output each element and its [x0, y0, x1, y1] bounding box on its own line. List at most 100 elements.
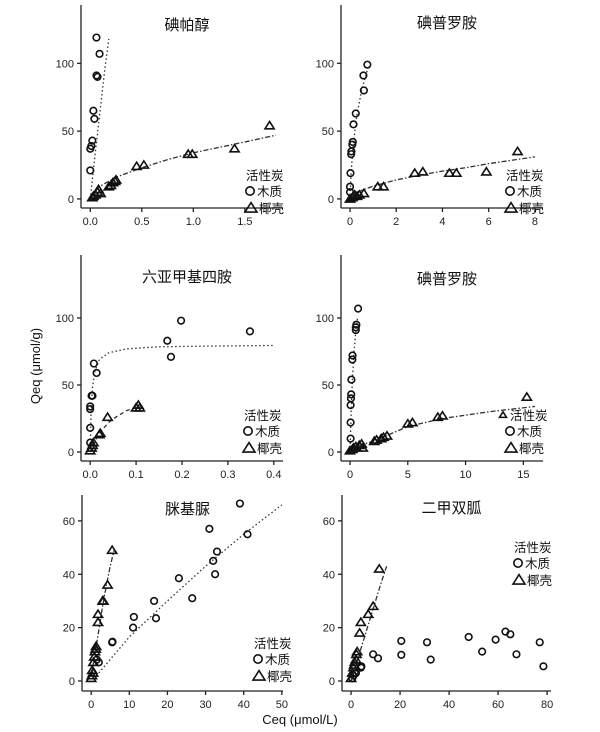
- data-point-coconut: [91, 616, 105, 627]
- data-point-coconut: [108, 175, 122, 186]
- data-point-wood: [426, 655, 435, 664]
- legend-label-coconut: 椰壳: [267, 669, 292, 684]
- x-tick-label: 1.5: [237, 216, 252, 228]
- x-tick-label: 8: [532, 216, 538, 228]
- y-tick-label: 100: [316, 58, 334, 70]
- data-point-wood: [88, 391, 97, 400]
- data-point-wood: [163, 336, 172, 345]
- data-point-wood: [347, 375, 356, 384]
- y-tick-label: 20: [63, 623, 75, 635]
- legend-marker-circle: [243, 425, 254, 436]
- y-tick-label: 50: [62, 126, 74, 138]
- data-point-coconut: [354, 616, 367, 627]
- y-tick-label: 60: [63, 516, 75, 528]
- data-point-coconut: [346, 667, 359, 677]
- data-point-wood: [174, 574, 183, 583]
- legend-label-wood: 木质: [265, 652, 290, 667]
- data-point-coconut: [348, 659, 361, 669]
- data-point-coconut: [353, 627, 366, 637]
- x-tick-label: 0: [347, 469, 353, 481]
- legend-marker-circle: [245, 186, 256, 197]
- data-point-coconut: [406, 416, 419, 427]
- data-point-wood: [188, 594, 197, 603]
- x-tick-label: 10: [123, 699, 135, 711]
- data-point-coconut: [351, 646, 364, 656]
- data-point-wood: [151, 614, 161, 623]
- x-tick-label: 15: [517, 469, 529, 481]
- legend-marker-circle: [504, 425, 515, 436]
- y-tick-label: 0: [68, 194, 74, 206]
- legend-label-coconut: 椰壳: [519, 201, 544, 216]
- data-point-wood: [506, 630, 515, 639]
- x-tick-label: 80: [541, 699, 553, 711]
- data-point-coconut: [356, 442, 369, 452]
- fit-line-wood: [349, 69, 368, 199]
- data-point-coconut: [371, 181, 384, 191]
- legend-marker-circle: [253, 653, 264, 664]
- fit-line-wood: [89, 38, 110, 199]
- data-point-wood: [348, 355, 357, 364]
- x-tick-label: 60: [492, 699, 504, 711]
- data-point-coconut: [106, 177, 120, 187]
- data-point-coconut: [94, 427, 107, 438]
- data-point-wood: [166, 352, 176, 361]
- legend-marker-circle: [512, 557, 523, 568]
- data-point-wood: [90, 114, 99, 124]
- data-point-wood: [129, 623, 138, 632]
- panel-title: 脒基脲: [165, 500, 210, 518]
- data-point-coconut: [88, 651, 101, 661]
- data-point-coconut: [416, 166, 429, 176]
- panel-title: 碘普罗胺: [417, 270, 477, 288]
- data-point-coconut: [228, 143, 241, 153]
- x-tick-label: 10: [459, 469, 471, 481]
- data-point-wood: [369, 650, 378, 659]
- data-point-coconut: [106, 544, 119, 555]
- data-point-coconut: [367, 600, 380, 611]
- legend-marker-triangle: [503, 201, 519, 213]
- x-tick-label: 0.0: [83, 216, 98, 228]
- data-point-coconut: [87, 667, 100, 677]
- data-point-wood: [176, 316, 186, 325]
- data-point-wood: [149, 596, 159, 606]
- x-axis-label: Ceq (μmol/L): [262, 712, 337, 727]
- data-point-coconut: [87, 656, 100, 667]
- data-point-wood: [89, 106, 98, 115]
- data-point-coconut: [89, 643, 102, 653]
- data-point-wood: [359, 71, 368, 80]
- y-tick-label: 0: [68, 447, 74, 459]
- data-point-coconut: [520, 391, 533, 401]
- data-point-wood: [512, 650, 521, 659]
- x-tick-label: 50: [276, 699, 288, 711]
- y-tick-label: 0: [69, 676, 75, 688]
- data-point-coconut: [443, 167, 456, 178]
- legend-label-wood: 木质: [255, 424, 280, 439]
- data-point-coconut: [349, 654, 363, 664]
- data-point-coconut: [133, 402, 146, 412]
- legend-title: 活性炭: [244, 408, 282, 423]
- y-tick-label: 50: [322, 380, 334, 392]
- data-point-coconut: [90, 640, 103, 651]
- data-point-coconut: [373, 563, 386, 573]
- x-tick-label: 0.3: [220, 469, 235, 481]
- data-point-wood: [491, 635, 500, 644]
- data-point-wood: [346, 401, 355, 410]
- data-point-coconut: [91, 608, 105, 619]
- data-point-wood: [363, 60, 372, 69]
- data-point-coconut: [101, 579, 114, 589]
- legend-label-coconut: 椰壳: [257, 441, 282, 456]
- panel-title: 二甲双胍: [421, 499, 481, 517]
- legend-title: 活性炭: [514, 540, 552, 555]
- y-tick-label: 0: [328, 447, 334, 459]
- legend-marker-triangle: [251, 669, 267, 681]
- fit-line-wood: [89, 344, 274, 453]
- data-point-wood: [345, 182, 355, 191]
- data-point-wood: [346, 169, 355, 178]
- legend-title: 活性炭: [510, 408, 548, 423]
